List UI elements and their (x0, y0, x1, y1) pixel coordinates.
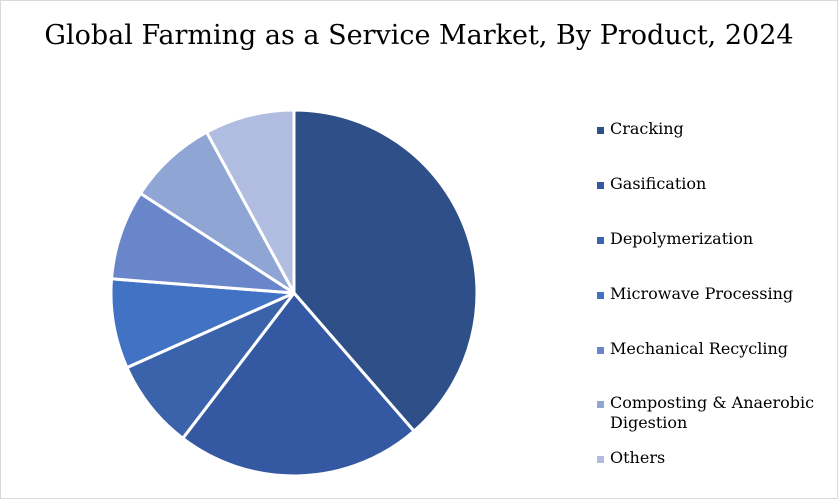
pie-slice-others (205, 108, 296, 295)
legend-label-cracking: Cracking (610, 119, 684, 138)
legend-item-microwave-processing: Microwave Processing (597, 284, 793, 304)
legend-swatch-composting-anaerobic-digestion (597, 401, 604, 408)
legend-label-mechanical-recycling: Mechanical Recycling (610, 339, 789, 358)
legend-swatch-others (597, 456, 604, 463)
chart-title: Global Farming as a Service Market, By P… (44, 20, 794, 51)
legend-swatch-microwave-processing (597, 292, 604, 299)
legend-item-gasification: Gasification (597, 174, 706, 194)
pie-slice-mechanical-recycling (110, 191, 296, 295)
legend-swatch-gasification (597, 182, 604, 189)
legend-swatch-mechanical-recycling (597, 347, 604, 354)
legend-label-depolymerization: Depolymerization (610, 229, 754, 248)
legend-label-gasification: Gasification (610, 174, 707, 193)
legend-label-composting-anaerobic-digestion: Composting & Anaerobic Digestion (610, 393, 815, 432)
legend-label-others: Others (610, 448, 666, 467)
legend-item-others: Others (597, 448, 665, 468)
pie-slices (109, 108, 479, 478)
legend-item-cracking: Cracking (597, 119, 684, 139)
pie-slice-composting-anaerobic-digestion (138, 130, 296, 295)
pie-slice-cracking (292, 108, 479, 433)
legend-item-composting-anaerobic-digestion: Composting & Anaerobic Digestion (597, 393, 833, 433)
pie-slice-microwave-processing (109, 277, 296, 370)
legend-item-mechanical-recycling: Mechanical Recycling (597, 339, 788, 359)
pie-slice-gasification (181, 291, 416, 478)
legend-swatch-cracking (597, 127, 604, 134)
legend-swatch-depolymerization (597, 237, 604, 244)
pie-slice-depolymerization (125, 291, 296, 440)
legend-item-depolymerization: Depolymerization (597, 229, 753, 249)
legend-label-microwave-processing: Microwave Processing (610, 284, 794, 303)
